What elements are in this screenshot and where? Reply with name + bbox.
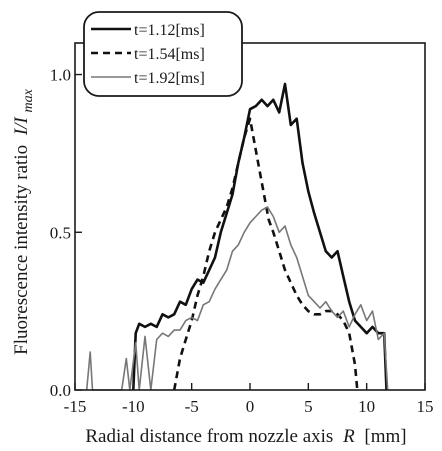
x-tick-label: -15 — [64, 397, 87, 416]
legend-box — [83, 11, 243, 97]
x-axis-unit: [mm] — [364, 426, 406, 447]
x-tick-label: 15 — [417, 397, 434, 416]
y-axis-title: Fluorescence intensity ratio I/I max — [11, 88, 36, 355]
legend-label-3: t=1.92[ms] — [134, 70, 205, 87]
axis-ticks: -15 -10 -5 0 5 10 15 0.0 0.5 1.0 — [50, 66, 434, 416]
legend: t=1.12[ms] t=1.54[ms] t=1.92[ms] — [83, 11, 243, 97]
legend-label-2: t=1.54[ms] — [134, 46, 205, 63]
y-tick-label: 0.0 — [50, 381, 71, 400]
y-axis-symbol: I/I — [11, 116, 32, 137]
x-tick-label: 5 — [304, 397, 313, 416]
x-tick-label: 10 — [358, 397, 375, 416]
y-axis-subscript: max — [21, 88, 36, 112]
y-axis-title-text: Fluorescence intensity ratio — [11, 145, 32, 355]
curves-layer — [85, 82, 389, 391]
x-axis-symbol: R — [342, 426, 355, 447]
x-tick-label: 0 — [246, 397, 255, 416]
x-axis-title: Radial distance from nozzle axis R [mm] — [85, 426, 406, 447]
series-line-3 — [85, 206, 389, 391]
x-axis-title-text: Radial distance from nozzle axis — [85, 426, 333, 447]
series-line-1 — [132, 82, 388, 391]
x-tick-label: -10 — [122, 397, 145, 416]
y-tick-label: 0.5 — [50, 223, 71, 242]
x-tick-label: -5 — [185, 397, 199, 416]
legend-label-1: t=1.12[ms] — [134, 22, 205, 39]
y-tick-label: 1.0 — [50, 66, 71, 85]
